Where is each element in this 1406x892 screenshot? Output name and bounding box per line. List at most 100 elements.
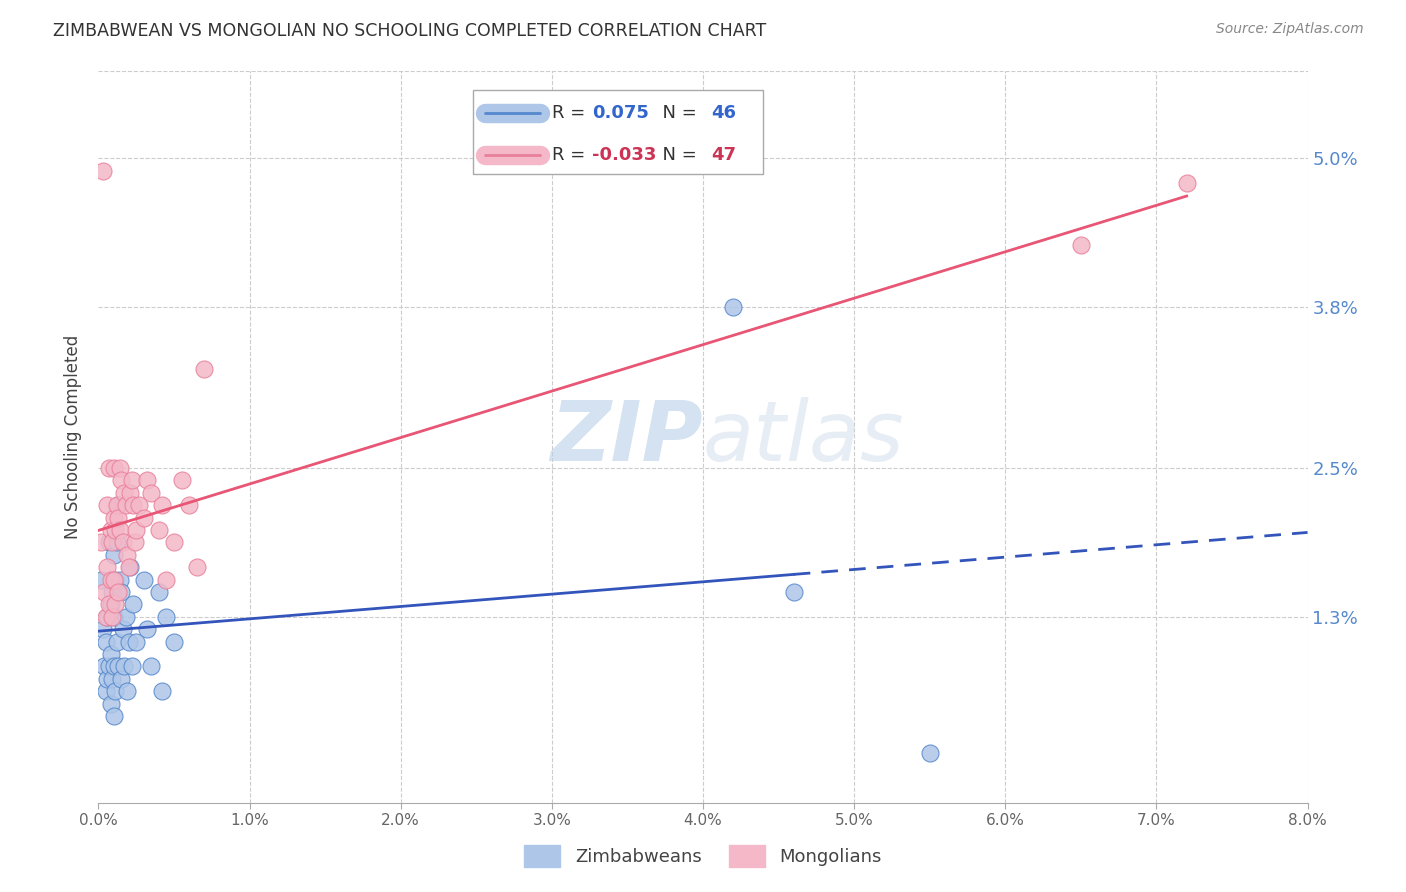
Point [96,672,118,686]
Point [103,510,125,524]
Text: -0.033: -0.033 [592,146,657,164]
Point [1070,238,1092,252]
Point [105,535,128,549]
Point [1175,176,1198,190]
Point [110,474,132,488]
Point [112,659,135,673]
Point [104,598,127,612]
Point [155,573,177,587]
Point [108,523,131,537]
Y-axis label: No Schooling Completed: No Schooling Completed [65,335,83,539]
Text: 47: 47 [711,146,737,164]
Point [125,523,148,537]
Point [141,659,163,673]
Point [103,548,125,562]
Point [124,535,146,549]
Text: 46: 46 [711,104,737,122]
Point [120,486,142,500]
Point [103,659,125,673]
Point [107,659,129,673]
Point [98,598,121,612]
Point [98,659,121,673]
Point [107,498,129,512]
Text: atlas: atlas [703,397,904,477]
Point [110,672,132,686]
Point [170,474,193,488]
Point [104,573,127,587]
Point [150,684,173,698]
Point [111,535,134,549]
Point [115,548,138,562]
Point [101,535,124,549]
Point [155,610,177,624]
Point [94,684,117,698]
Point [103,709,125,723]
Legend: Zimbabweans, Mongolians: Zimbabweans, Mongolians [517,838,889,874]
Point [112,486,135,500]
Point [148,523,170,537]
Point [132,510,155,524]
Point [118,634,141,648]
Point [100,647,122,661]
Point [122,498,145,512]
Text: Source: ZipAtlas.com: Source: ZipAtlas.com [1216,22,1364,37]
Point [98,535,121,549]
Point [101,672,124,686]
Point [114,498,136,512]
Point [90,573,112,587]
Point [94,634,117,648]
Text: R =: R = [551,146,591,164]
Text: ZIP: ZIP [550,397,703,477]
Point [101,610,124,624]
Point [163,535,186,549]
Point [783,585,806,599]
Point [121,474,143,488]
Point [104,523,127,537]
Point [723,300,745,314]
Point [115,684,138,698]
Text: N =: N = [651,104,703,122]
Point [90,535,112,549]
Point [91,163,114,178]
Point [105,634,128,648]
Point [96,610,118,624]
Point [98,461,121,475]
Point [101,585,124,599]
Point [107,585,129,599]
Point [918,746,941,760]
Point [100,573,122,587]
Point [135,622,157,636]
Point [121,659,143,673]
Point [103,610,125,624]
Point [125,634,148,648]
Point [118,560,141,574]
Point [163,634,186,648]
Point [105,498,128,512]
Point [104,684,127,698]
Point [100,697,122,711]
Point [122,598,145,612]
Text: R =: R = [551,104,591,122]
Point [120,560,142,574]
Point [110,585,132,599]
Point [107,510,129,524]
Point [96,560,118,574]
Point [94,610,117,624]
FancyBboxPatch shape [474,90,763,174]
Point [93,585,115,599]
Point [96,498,118,512]
Point [111,622,134,636]
Point [100,523,122,537]
Text: 0.075: 0.075 [592,104,648,122]
Point [114,610,136,624]
Point [141,486,163,500]
Point [186,560,208,574]
Point [100,598,122,612]
Text: N =: N = [651,146,703,164]
Text: ZIMBABWEAN VS MONGOLIAN NO SCHOOLING COMPLETED CORRELATION CHART: ZIMBABWEAN VS MONGOLIAN NO SCHOOLING COM… [53,22,766,40]
Point [193,362,215,376]
Point [108,461,131,475]
Point [108,573,131,587]
Point [132,573,155,587]
Point [179,498,201,512]
